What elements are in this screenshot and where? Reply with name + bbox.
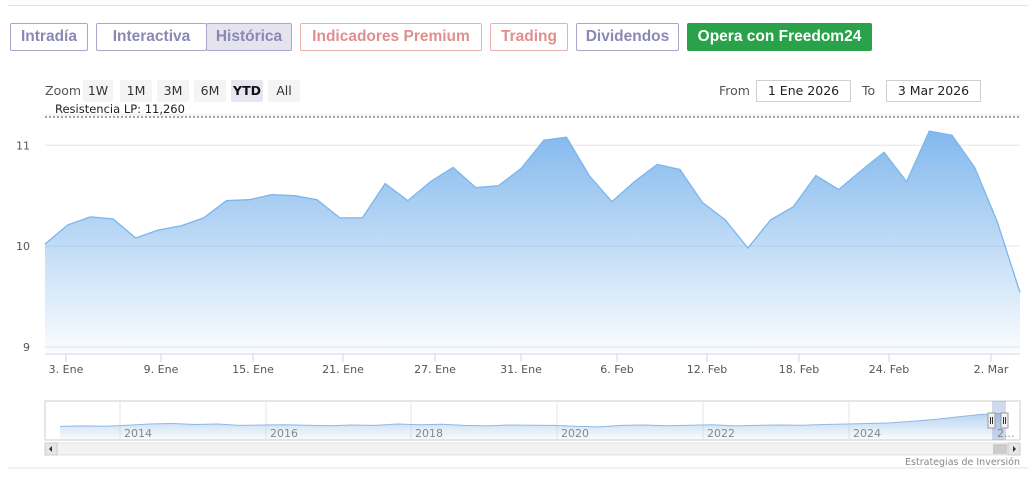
x-tick-label: 21. Ene xyxy=(322,363,364,376)
range-from-input[interactable]: 1 Ene 2026 xyxy=(756,80,851,102)
y-tick-label: 9 xyxy=(23,341,30,354)
series-line xyxy=(44,130,1021,293)
navigator-year-label: 2016 xyxy=(270,427,298,440)
navigator-frame xyxy=(44,400,1021,441)
navigator-area xyxy=(60,413,1004,440)
zoom-ytd-button[interactable]: YTD xyxy=(231,80,263,102)
range-to-input[interactable]: 3 Mar 2026 xyxy=(886,80,981,102)
navigator-year-label: 2022 xyxy=(707,427,735,440)
navigator-line xyxy=(59,412,1005,428)
x-tick-label: 9. Ene xyxy=(144,363,179,376)
navigator-year-label: 2020 xyxy=(561,427,589,440)
series-area-fill xyxy=(45,131,1020,354)
navigator-year-label: 2024 xyxy=(853,427,881,440)
navigator-selection xyxy=(992,401,1006,440)
top-divider xyxy=(8,5,1028,6)
zoom-6m-button[interactable]: 6M xyxy=(194,80,226,102)
tab-trading[interactable]: Trading xyxy=(490,23,568,51)
tab-dividendos[interactable]: Dividendos xyxy=(576,23,679,51)
tab-intradia[interactable]: Intradía xyxy=(10,23,88,51)
navigator: 2014 2016 2018 2020 2022 2024 2... xyxy=(8,400,1028,469)
series-area xyxy=(44,130,1021,354)
x-tick-label: 12. Feb xyxy=(687,363,727,376)
navigator-handle-right xyxy=(1000,412,1009,429)
grid-lines xyxy=(45,114,1020,348)
tab-historica[interactable]: Histórica xyxy=(206,23,292,51)
range-from-label: From xyxy=(719,83,750,98)
y-axis: 9 10 11 xyxy=(16,139,30,354)
credit-label: Estrategias de Inversión xyxy=(905,457,1020,468)
zoom-3m-button[interactable]: 3M xyxy=(157,80,189,102)
navigator-handle-left xyxy=(987,412,996,429)
x-tick-label: 24. Feb xyxy=(869,363,909,376)
zoom-1w-button[interactable]: 1W xyxy=(83,80,113,102)
x-tick-label: 31. Ene xyxy=(500,363,542,376)
x-tick-label: 6. Feb xyxy=(600,363,633,376)
zoom-1m-button[interactable]: 1M xyxy=(120,80,152,102)
scrollbar-thumb xyxy=(993,444,1007,454)
y-tick-label: 10 xyxy=(16,240,30,253)
x-tick-label: 15. Ene xyxy=(232,363,274,376)
tab-interactiva[interactable]: Interactiva xyxy=(96,23,207,51)
scrollbar-track xyxy=(44,442,1021,456)
zoom-label: Zoom xyxy=(45,83,82,98)
x-tick-label: 18. Feb xyxy=(779,363,819,376)
navigator-year-label: 2018 xyxy=(415,427,443,440)
scrollbar-left-button xyxy=(44,442,58,456)
navigator-year-label: 2014 xyxy=(124,427,152,440)
resistance-line: Resistencia LP: 11,260 xyxy=(45,102,1020,118)
scrollbar-right-button xyxy=(1007,442,1021,456)
tab-indicadores-premium[interactable]: Indicadores Premium xyxy=(300,23,482,51)
resistance-label: Resistencia LP: 11,260 xyxy=(55,102,185,116)
x-tick-label: 3. Ene xyxy=(49,363,84,376)
scroll-right-arrow-icon xyxy=(1013,446,1016,452)
navigator-year-label: 2... xyxy=(997,427,1015,440)
freedom24-button[interactable]: Opera con Freedom24 xyxy=(687,23,872,51)
x-axis: 3. Ene 9. Ene 15. Ene 21. Ene 27. Ene 31. Ene… xyxy=(45,353,1020,376)
range-to-label: To xyxy=(862,83,876,98)
x-tick-label: 27. Ene xyxy=(414,363,456,376)
y-tick-label: 11 xyxy=(16,139,30,152)
x-tick-label: 2. Mar xyxy=(974,363,1009,376)
scroll-left-arrow-icon xyxy=(49,446,52,452)
zoom-all-button[interactable]: All xyxy=(268,80,300,102)
